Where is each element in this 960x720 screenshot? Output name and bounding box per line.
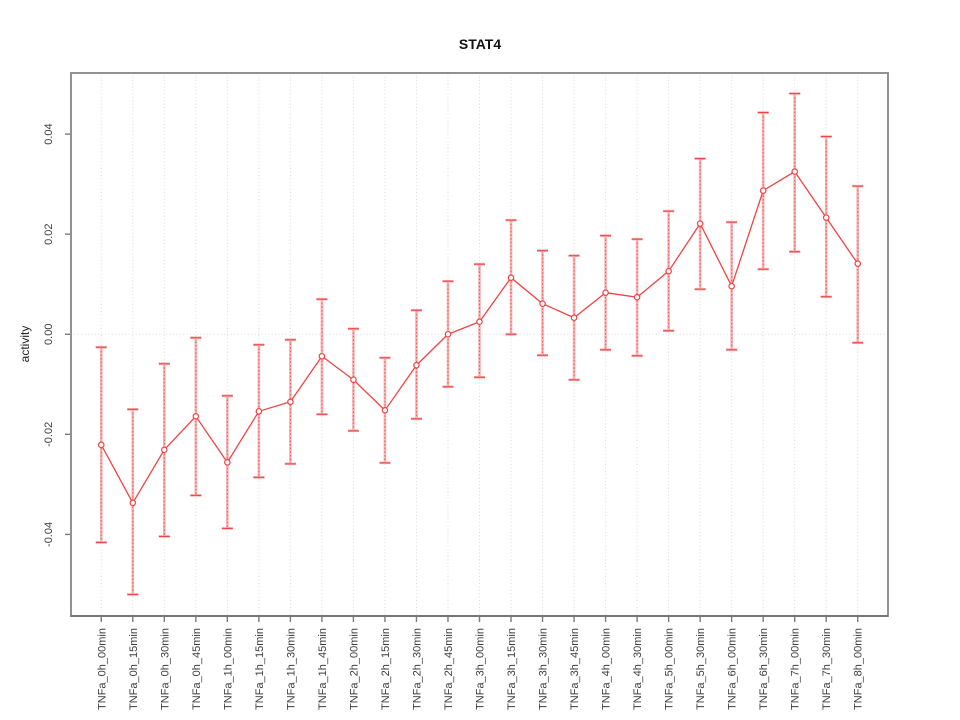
x-tick-label: TNFa_2h_00min: [348, 628, 360, 710]
data-point: [287, 398, 294, 406]
x-tick-label: TNFa_3h_45min: [569, 628, 581, 710]
data-point: [476, 318, 483, 326]
data-point: [413, 361, 420, 369]
y-tick-label: 0.00: [43, 324, 55, 345]
x-tick-label: TNFa_5h_00min: [664, 628, 676, 710]
data-point: [539, 300, 546, 308]
data-point: [444, 330, 452, 338]
data-point: [759, 187, 767, 194]
x-tick-label: TNFa_1h_15min: [254, 628, 266, 710]
x-tick-label: TNFa_4h_00min: [601, 628, 613, 710]
data-point: [224, 459, 231, 466]
x-tick-label: TNFa_1h_00min: [222, 628, 234, 710]
y-tick-label: 0.02: [43, 223, 55, 244]
x-tick-label: TNFa_8h_00min: [853, 628, 865, 710]
x-tick-label: TNFa_7h_30min: [821, 628, 833, 710]
x-tick-label: TNFa_2h_30min: [411, 628, 423, 710]
chart-title: STAT4: [458, 36, 502, 52]
x-tick-label: TNFa_4h_30min: [632, 628, 644, 710]
x-tick-label: TNFa_6h_30min: [758, 628, 770, 710]
y-tick-label: -0.04: [43, 522, 55, 547]
data-point: [507, 274, 515, 281]
data-point: [129, 499, 137, 507]
x-tick-label: TNFa_1h_45min: [317, 628, 329, 710]
data-point: [350, 376, 357, 384]
data-point: [854, 260, 862, 267]
x-tick-label: TNFa_7h_00min: [790, 628, 802, 710]
data-point: [728, 282, 735, 290]
y-axis-label: activity: [18, 325, 32, 363]
x-tick-label: TNFa_0h_45min: [191, 628, 203, 710]
data-point: [97, 441, 105, 449]
data-point: [665, 267, 672, 275]
data-point: [381, 407, 389, 414]
x-tick-label: TNFa_2h_45min: [443, 628, 455, 710]
data-point: [602, 289, 609, 297]
data-point: [192, 413, 200, 420]
x-tick-label: TNFa_1h_30min: [285, 628, 297, 710]
y-tick-label: -0.02: [43, 422, 55, 447]
data-point: [791, 168, 799, 175]
x-tick-label: TNFa_3h_15min: [506, 628, 518, 710]
data-point: [696, 220, 704, 227]
data-point: [822, 214, 830, 221]
data-point: [633, 293, 641, 301]
data-point: [160, 446, 168, 454]
x-tick-label: TNFa_6h_00min: [727, 628, 739, 710]
x-tick-label: TNFa_3h_30min: [538, 628, 550, 710]
x-tick-label: TNFa_3h_00min: [475, 628, 487, 710]
data-point: [255, 408, 263, 415]
data-point: [318, 352, 326, 360]
y-tick-label: 0.04: [43, 123, 55, 144]
x-tick-label: TNFa_0h_00min: [96, 628, 108, 710]
data-point: [570, 314, 578, 322]
x-tick-label: TNFa_5h_30min: [695, 628, 707, 710]
x-tick-label: TNFa_2h_15min: [380, 628, 392, 710]
x-tick-label: TNFa_0h_30min: [159, 628, 171, 710]
x-tick-label: TNFa_0h_15min: [128, 628, 140, 710]
